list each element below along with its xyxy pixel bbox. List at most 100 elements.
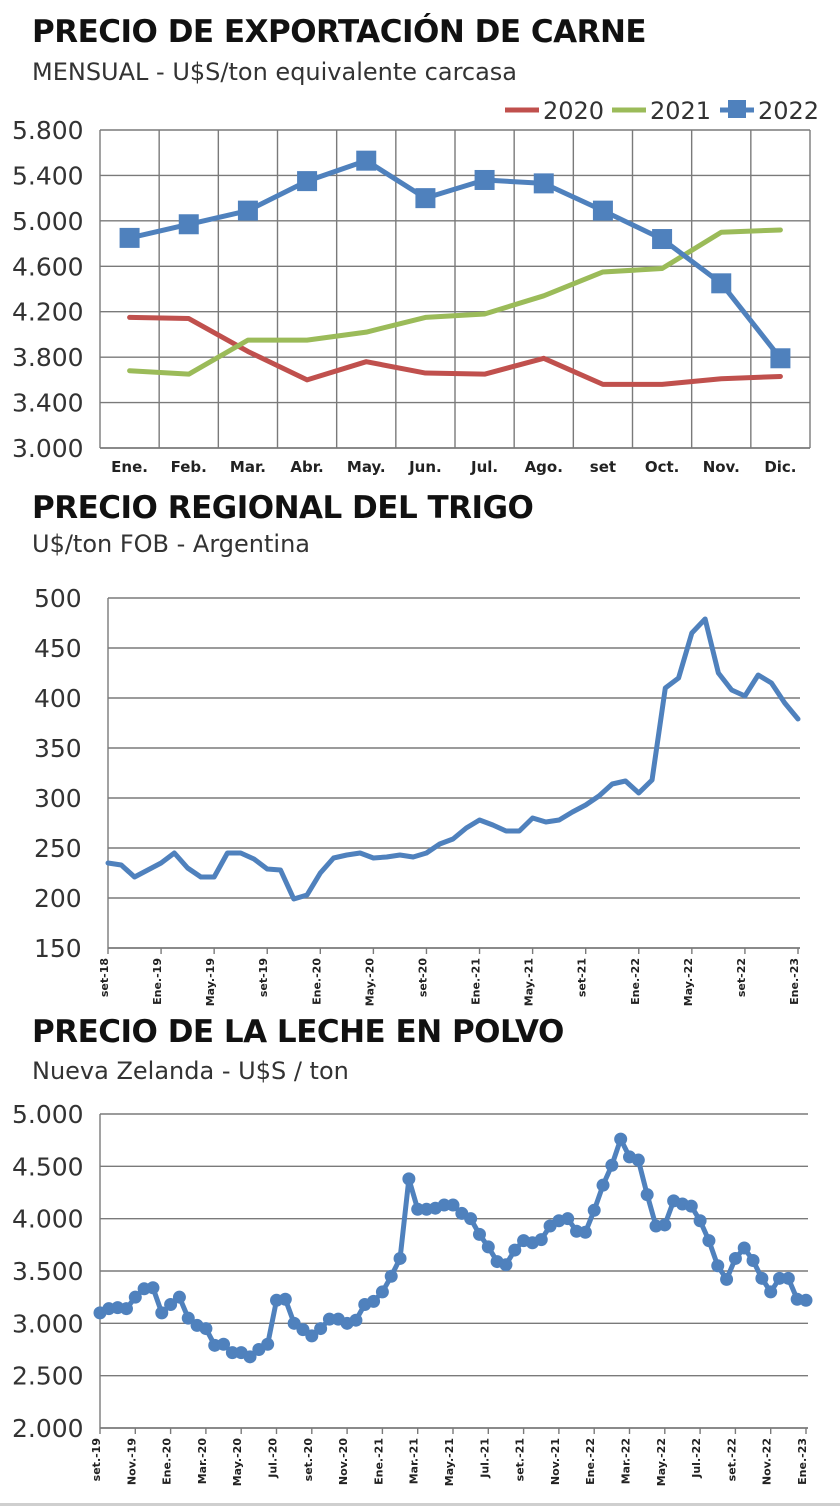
milk-price-point: [278, 1292, 292, 1306]
milk-price-point: [711, 1259, 725, 1273]
wheat-x-tick-label: set-22: [735, 958, 748, 997]
milk-x-tick-label: Nov.-22: [761, 1438, 774, 1485]
milk-price-point: [181, 1311, 195, 1325]
milk-y-tick-label: 4.500: [12, 1152, 84, 1181]
wheat-x-tick-label: set-18: [98, 958, 111, 997]
milk-x-tick-label: Ene.-21: [372, 1438, 385, 1485]
wheat-x-tick-label: set-19: [257, 958, 270, 997]
milk-x-tick-label: set.-21: [514, 1438, 527, 1481]
wheat-x-tick-label: Ene.-21: [470, 958, 483, 1005]
beef-y-tick-label: 3.000: [12, 434, 84, 463]
beef-point-2022: [237, 200, 258, 221]
wheat-y-tick-label: 450: [34, 634, 82, 663]
bottom-divider: [0, 1503, 840, 1506]
milk-price-point: [305, 1329, 319, 1343]
milk-price-point: [746, 1254, 760, 1268]
milk-price-point: [393, 1251, 407, 1265]
milk-x-tick-label: May.-21: [443, 1438, 456, 1486]
beef-legend-marker-2022: [728, 100, 746, 118]
beef-x-tick-label: Nov.: [703, 458, 740, 476]
milk-y-tick-label: 3.000: [12, 1309, 84, 1338]
milk-price-point: [499, 1258, 513, 1272]
wheat-x-tick-label: May.-20: [363, 958, 376, 1007]
beef-point-2022: [592, 200, 613, 221]
beef-legend-label-2022: 2022: [758, 97, 819, 125]
milk-x-tick-label: May.-22: [655, 1438, 668, 1486]
milk-price-point: [693, 1214, 707, 1228]
milk-x-tick-label: Nov.-21: [549, 1438, 562, 1485]
milk-price-point: [472, 1227, 486, 1241]
wheat-x-tick-label: May.-19: [204, 958, 217, 1006]
wheat-y-tick-label: 350: [34, 734, 82, 763]
milk-price-point: [243, 1350, 257, 1364]
milk-price-point: [199, 1322, 213, 1336]
milk-price-point: [755, 1271, 769, 1285]
milk-price-point: [146, 1281, 160, 1295]
beef-point-2022: [178, 214, 199, 235]
wheat-x-tick-label: May.-22: [682, 958, 695, 1006]
milk-price-point: [446, 1198, 460, 1212]
beef-x-tick-label: Ene.: [111, 458, 148, 476]
milk-price-point: [799, 1293, 813, 1307]
wheat-chart-subtitle: U$/ton FOB - Argentina: [32, 530, 311, 558]
milk-price-point: [155, 1306, 169, 1320]
beef-point-2022: [770, 348, 791, 369]
milk-price-point: [596, 1178, 610, 1192]
beef-x-tick-label: Ago.: [525, 458, 563, 476]
beef-chart: 5.800 5.400 5.000 4.600 4.200 3.800 3.400 3.000…: [12, 97, 819, 476]
beef-x-tick-label: Abr.: [290, 458, 323, 476]
wheat-y-tick-label: 300: [34, 784, 82, 813]
wheat-y-tick-label: 500: [34, 584, 82, 613]
milk-y-tick-label: 2.500: [12, 1362, 84, 1391]
beef-x-tick-label: set: [590, 458, 616, 476]
milk-price-point: [781, 1271, 795, 1285]
beef-chart-title: PRECIO DE EXPORTACIÓN DE CARNE: [32, 14, 647, 50]
milk-y-tick-label: 5.000: [12, 1100, 84, 1129]
beef-x-tick-label: Mar.: [230, 458, 266, 476]
beef-legend-label-2020: 2020: [543, 97, 604, 125]
beef-point-2022: [711, 273, 732, 294]
beef-x-tick-label: Oct.: [645, 458, 680, 476]
milk-price-point: [684, 1199, 698, 1213]
wheat-y-tick-label: 400: [34, 684, 82, 713]
milk-price-point: [561, 1212, 575, 1226]
beef-point-2022: [533, 173, 554, 194]
milk-x-tick-label: set.-20: [302, 1438, 315, 1482]
wheat-chart-title: PRECIO REGIONAL DEL TRIGO: [32, 490, 534, 526]
milk-chart-subtitle: Nueva Zelanda - U$S / ton: [32, 1057, 349, 1085]
milk-x-tick-label: Jul.-21: [478, 1438, 491, 1479]
wheat-x-tick-label: Ene.-23: [788, 958, 801, 1005]
milk-price-point: [728, 1251, 742, 1265]
milk-price-point: [128, 1290, 142, 1304]
milk-price-point: [172, 1290, 186, 1304]
milk-price-point: [375, 1285, 389, 1299]
beef-point-2022: [415, 188, 436, 209]
wheat-y-tick-label: 250: [34, 834, 82, 863]
milk-x-tick-label: Ene.-20: [161, 1438, 174, 1485]
beef-chart-subtitle: MENSUAL - U$S/ton equivalente carcasa: [32, 58, 518, 86]
beef-series-line-2021: [127, 227, 783, 377]
beef-point-2022: [119, 227, 140, 248]
wheat-x-tick-label: May.-21: [523, 958, 536, 1006]
beef-y-tick-label: 4.200: [12, 298, 84, 327]
milk-x-tick-label: Nov.-20: [337, 1438, 350, 1485]
milk-x-tick-label: set.-22: [725, 1438, 738, 1481]
milk-price-point: [402, 1172, 416, 1186]
beef-y-tick-label: 3.800: [12, 343, 84, 372]
milk-price-point: [534, 1233, 548, 1247]
beef-y-tick-label: 5.800: [12, 116, 84, 145]
milk-price-point: [720, 1272, 734, 1286]
beef-x-tick-label: Feb.: [171, 458, 207, 476]
milk-price-point: [164, 1297, 178, 1311]
milk-x-tick-label: Mar.-20: [196, 1438, 209, 1485]
milk-price-point: [587, 1203, 601, 1217]
milk-price-point: [737, 1241, 751, 1255]
milk-y-tick-label: 3.500: [12, 1257, 84, 1286]
milk-price-point: [605, 1158, 619, 1172]
wheat-x-tick-label: set-20: [416, 958, 429, 997]
milk-x-tick-label: Jul.-22: [690, 1438, 703, 1479]
wheat-x-tick-label: Ene.-19: [151, 958, 164, 1005]
beef-point-2022: [356, 150, 377, 171]
milk-price-point: [481, 1240, 495, 1254]
beef-point-2022: [297, 171, 318, 192]
